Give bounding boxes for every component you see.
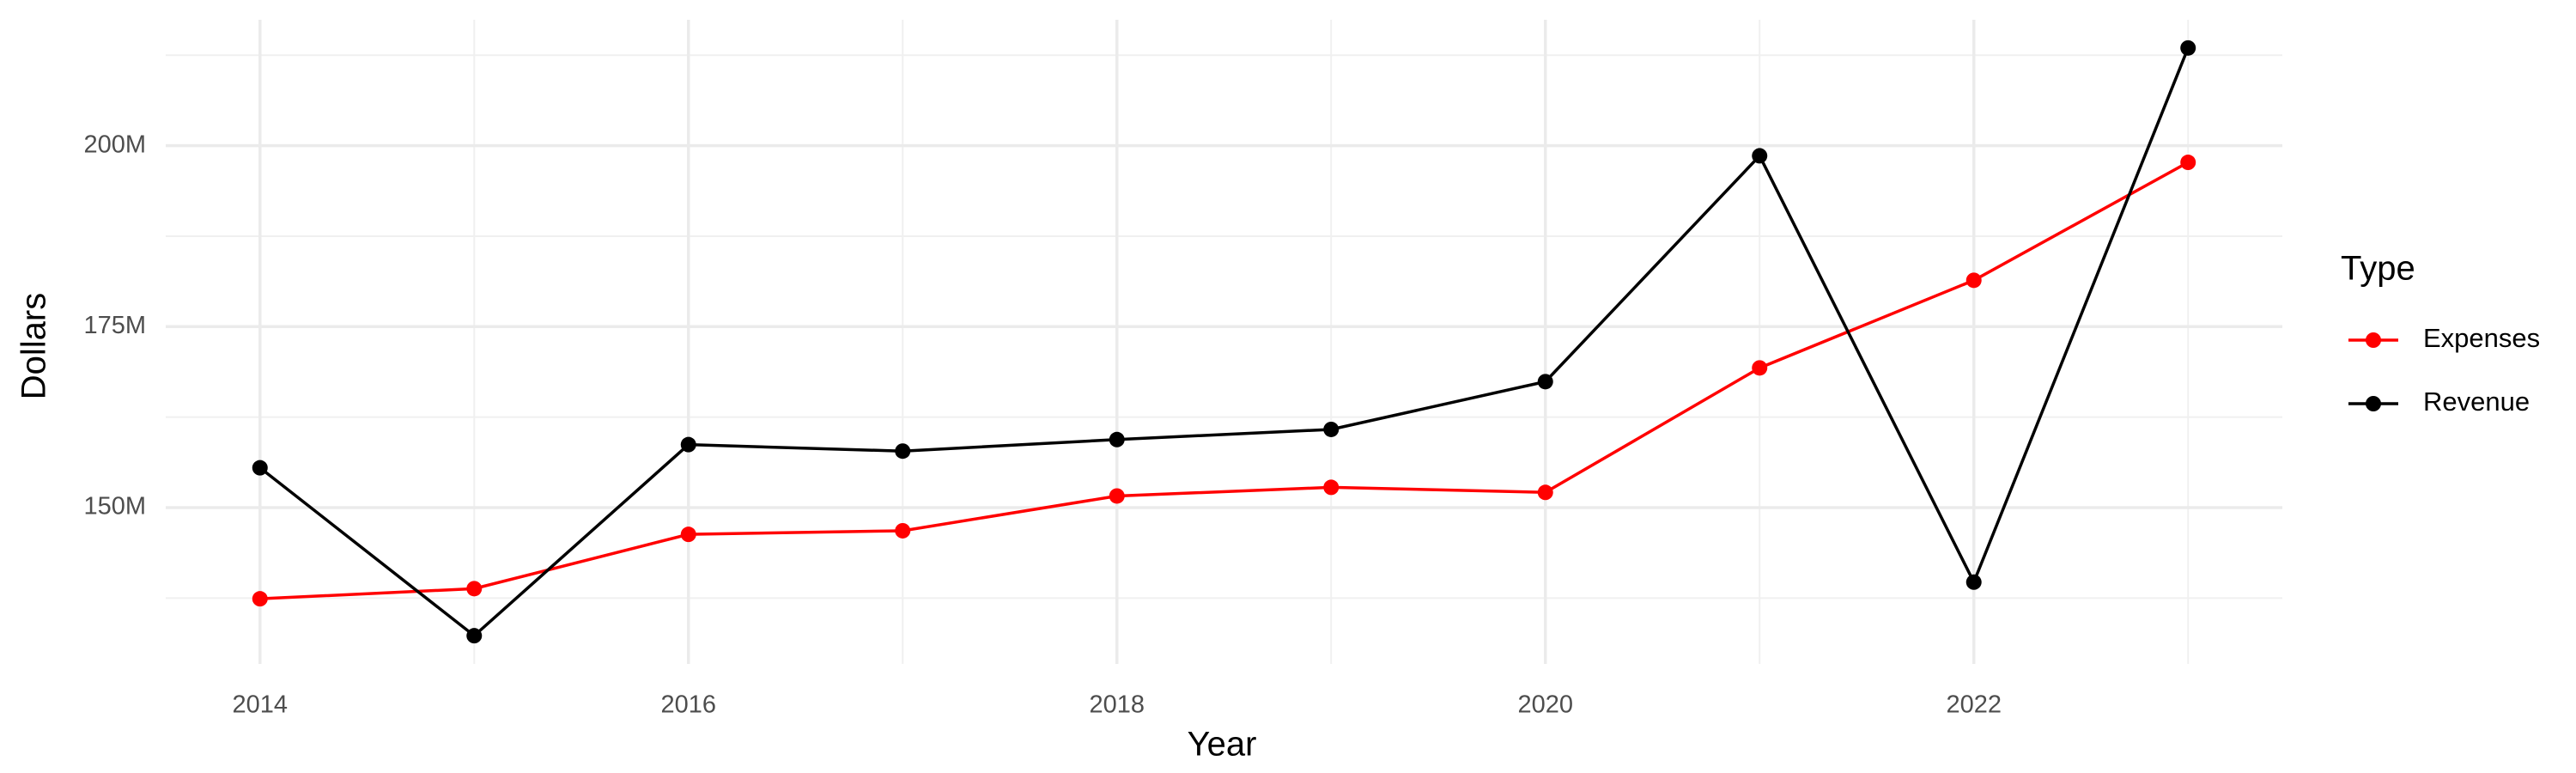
x-tick-label: 2018 [1089,691,1145,719]
data-point [1965,272,1982,289]
data-point [1537,484,1553,501]
data-point [895,443,911,460]
data-point [1752,148,1768,164]
data-point [1323,421,1340,437]
y-tick-label: 200M [83,131,146,158]
x-tick-label: 2014 [233,691,289,719]
data-point [895,522,911,539]
series-line [258,47,2190,638]
y-tick-label: 175M [83,312,146,339]
data-point [466,628,483,644]
data-point [1323,479,1340,496]
legend-title: Type [2341,250,2415,288]
data-point [466,581,483,597]
y-tick-label: 150M [83,493,146,520]
legend-label: Expenses [2423,323,2540,353]
data-point [680,436,696,453]
data-point [1752,360,1768,376]
data-point [252,591,268,607]
legend-marker [2366,332,2381,348]
data-point [1109,431,1125,447]
y-axis-title: Dollars [15,293,53,399]
series-line [259,161,2190,600]
data-point [2180,40,2196,56]
x-tick-label: 2020 [1517,691,1573,719]
x-axis-title: Year [1188,726,1257,764]
data-point [1537,374,1553,390]
x-tick-label: 2022 [1946,691,2002,719]
data-point [252,460,268,476]
data-point [1109,488,1125,504]
data-point [1965,574,1982,590]
x-tick-label: 2016 [661,691,717,719]
legend-marker [2366,396,2381,411]
data-point [680,526,696,543]
data-point [2180,155,2196,171]
legend-label: Revenue [2423,386,2530,417]
